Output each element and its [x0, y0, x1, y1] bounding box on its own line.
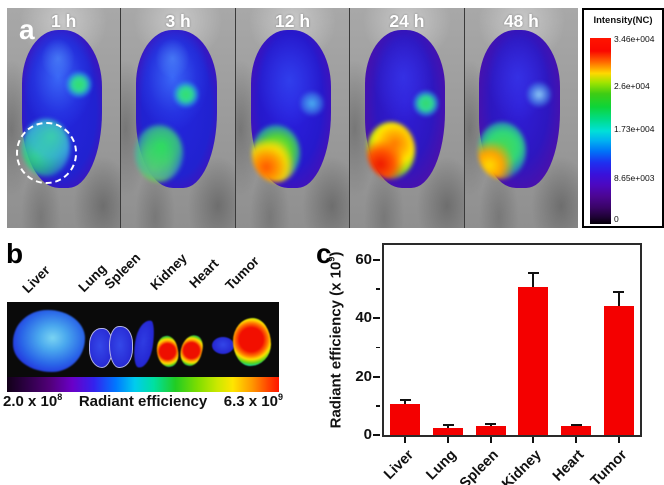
colorbar-tick: 2.6e+004	[614, 81, 650, 91]
mouse-image-48h: 48 h	[464, 8, 579, 228]
y-axis-label: Radiant efficiency (x 109)	[326, 251, 345, 429]
spleen-image	[131, 318, 157, 370]
panel-a-letter: a	[19, 14, 35, 45]
tumor-image	[233, 318, 271, 366]
organ-label-heart: Heart	[186, 255, 222, 291]
y-axis-tick	[373, 434, 380, 436]
radiant-efficiency-scale: 2.0 x 108 Radiant efficiency 6.3 x 109	[3, 392, 283, 410]
x-tick-label: Spleen	[457, 447, 502, 485]
heart-image	[212, 337, 234, 354]
bar	[475, 426, 506, 435]
mouse-image-24h: 24 h	[350, 8, 464, 228]
y-axis-tick	[373, 258, 380, 261]
bar-chart-plot	[382, 243, 642, 437]
y-axis-tick	[373, 375, 380, 378]
colorbar-tick: 0	[614, 214, 619, 224]
tumor-signal-blob	[134, 125, 183, 183]
panel-c-letter: c	[316, 238, 332, 269]
y-axis-tick	[373, 317, 380, 320]
timepoint-label: 48 h	[503, 11, 539, 31]
tumor-signal-blob	[252, 125, 301, 183]
colorbar-title: Intensity(NC)	[593, 15, 653, 26]
tumor-signal-blob	[366, 121, 415, 179]
colorbar-gradient	[590, 38, 611, 224]
exvivo-organ-image	[7, 302, 279, 377]
kidney-signal-spot	[298, 90, 325, 118]
x-axis-tick	[447, 437, 449, 443]
colorbar-tick: 1.73e+004	[614, 124, 655, 134]
colorbar-tick: 8.65e+003	[614, 173, 655, 183]
x-axis-tick	[532, 437, 535, 443]
intensity-colorbar: Intensity(NC) 3.46e+004 2.6e+004 1.73e+0…	[582, 8, 664, 228]
error-bar-cap	[570, 424, 582, 427]
x-tick-label: Tumor	[587, 447, 630, 485]
error-bar-cap	[613, 290, 625, 293]
x-tick-label: Heart	[549, 447, 588, 485]
organ-label-kidney: Kidney	[147, 250, 190, 293]
lung-lobe	[109, 326, 133, 368]
fluorescence-overlay	[477, 30, 560, 189]
kidney-signal-spot	[526, 80, 552, 108]
tumor-circle-annotation	[16, 122, 77, 184]
y-axis-minor-tick	[376, 346, 380, 349]
timepoint-label: 1 h	[51, 11, 77, 31]
scale-label: Radiant efficiency	[78, 393, 208, 410]
panel-b-letter: b	[6, 238, 24, 269]
bar	[390, 404, 421, 435]
bar	[561, 426, 591, 435]
x-axis-tick	[575, 437, 577, 443]
timepoint-label: 24 h	[389, 11, 425, 31]
error-bar-cap	[442, 424, 454, 427]
error-bar-cap	[399, 398, 411, 401]
bar	[518, 287, 549, 435]
mouse-image-12h: 12 h	[235, 8, 350, 228]
x-tick-label: Kidney	[499, 447, 545, 485]
x-axis-tick	[404, 437, 407, 443]
y-axis-minor-tick	[376, 405, 380, 407]
x-tick-label: Liver	[380, 447, 417, 483]
tumor-signal-blob	[477, 121, 527, 179]
bar	[433, 427, 463, 435]
fluorescence-overlay	[250, 30, 332, 189]
scale-min: 2.0 x 108	[3, 392, 63, 410]
error-bar-cap	[485, 423, 497, 426]
error-bar	[617, 291, 620, 307]
fluorescence-overlay	[134, 30, 217, 189]
fluorescence-overlay	[364, 30, 446, 189]
timepoint-label: 3 h	[165, 11, 191, 31]
kidney-image	[154, 334, 181, 369]
mouse-image-1h: 1 h	[7, 8, 121, 228]
error-bar-cap	[527, 271, 539, 274]
colorbar-tick: 3.46e+004	[614, 34, 655, 44]
x-axis-tick	[617, 437, 620, 443]
organ-label-tumor: Tumor	[222, 253, 262, 293]
kidney-signal-spot	[173, 80, 199, 108]
lung-image	[89, 326, 133, 368]
radiant-efficiency-gradient	[7, 377, 279, 392]
error-bar	[447, 425, 449, 428]
scale-max: 6.3 x 109	[223, 392, 283, 410]
error-bar	[404, 399, 407, 405]
liver-image	[13, 310, 85, 372]
y-axis-minor-tick	[376, 288, 380, 290]
kidney-signal-spot	[66, 71, 92, 99]
error-bar	[489, 424, 492, 427]
kidney-signal-spot	[413, 90, 439, 118]
bar	[603, 306, 634, 435]
organ-label-liver: Liver	[19, 262, 53, 296]
panel-a-image-strip: 1 h 3 h 12 h 24 h	[7, 8, 579, 228]
x-axis-tick	[489, 437, 492, 443]
mouse-image-3h: 3 h	[121, 8, 235, 228]
error-bar	[532, 272, 535, 288]
timepoint-label: 12 h	[275, 11, 311, 31]
x-tick-label: Lung	[422, 447, 460, 484]
kidney-image	[177, 332, 206, 369]
